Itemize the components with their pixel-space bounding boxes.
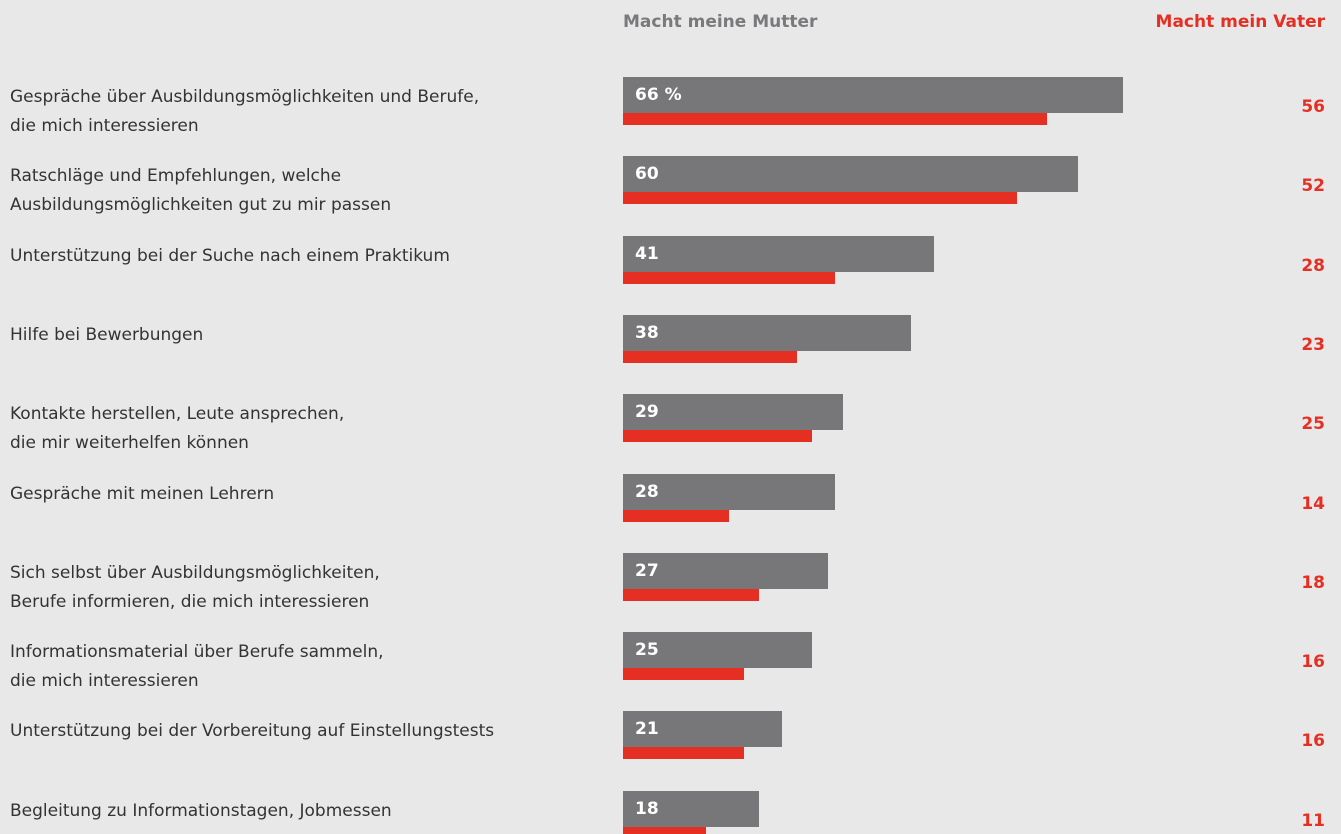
value-label-father: 52 bbox=[1301, 176, 1325, 197]
bar-father bbox=[623, 668, 745, 681]
category-label: Unterstützung bei der Suche nach einem P… bbox=[10, 245, 450, 266]
bar-father bbox=[623, 192, 1017, 205]
value-label-father: 25 bbox=[1301, 414, 1325, 435]
bar-mother bbox=[623, 711, 783, 748]
bar-mother bbox=[623, 473, 836, 510]
bar-father bbox=[623, 747, 745, 760]
category-label: Sich selbst über Ausbildungsmöglichkeite… bbox=[10, 562, 380, 612]
bar-mother bbox=[623, 77, 1124, 113]
category-label: Kontakte herstellen, Leute ansprechen, d… bbox=[10, 404, 345, 454]
value-label-father: 14 bbox=[1301, 493, 1325, 514]
bar-mother bbox=[623, 552, 828, 589]
bar-mother bbox=[623, 235, 934, 272]
bar-father bbox=[623, 350, 798, 363]
category-label: Begleitung zu Informationstagen, Jobmess… bbox=[10, 800, 392, 821]
bar-father bbox=[623, 430, 813, 443]
bar-father bbox=[623, 826, 707, 834]
value-label-mother: 41 bbox=[635, 243, 659, 264]
category-label: Unterstützung bei der Vorbereitung auf E… bbox=[10, 721, 495, 742]
value-label-father: 56 bbox=[1301, 97, 1325, 117]
value-label-mother: 29 bbox=[635, 402, 659, 423]
category-label: Informationsmaterial über Berufe sammeln… bbox=[10, 642, 384, 692]
value-label-mother: 25 bbox=[635, 640, 659, 661]
value-label-father: 28 bbox=[1301, 255, 1325, 276]
bar-father bbox=[623, 271, 836, 284]
value-label-mother: 18 bbox=[635, 798, 659, 819]
bar-mother bbox=[623, 314, 911, 351]
value-label-mother: 38 bbox=[635, 322, 659, 343]
value-label-father: 16 bbox=[1301, 652, 1325, 673]
bar-mother bbox=[623, 632, 813, 669]
value-label-father: 11 bbox=[1301, 810, 1325, 831]
bar-mother bbox=[623, 394, 843, 431]
bar-mother bbox=[623, 156, 1078, 193]
category-label: Ratschläge und Empfehlungen, welche Ausb… bbox=[10, 166, 392, 216]
value-label-father: 18 bbox=[1301, 572, 1325, 593]
value-label-mother: 21 bbox=[635, 719, 659, 740]
category-label: Gespräche über Ausbildungsmöglichkeiten … bbox=[10, 87, 480, 136]
bar-father bbox=[623, 509, 730, 522]
category-label: Hilfe bei Bewerbungen bbox=[10, 324, 204, 345]
value-label-mother: 28 bbox=[635, 481, 659, 502]
value-label-mother: 27 bbox=[635, 560, 659, 581]
bar-father bbox=[623, 588, 760, 601]
category-label: Gespräche mit meinen Lehrern bbox=[10, 483, 275, 504]
value-label-mother: 66 % bbox=[635, 85, 682, 105]
legend-father: Macht mein Vater bbox=[1155, 12, 1325, 32]
value-label-father: 16 bbox=[1301, 731, 1325, 752]
bar-father bbox=[623, 113, 1048, 125]
value-label-father: 23 bbox=[1301, 334, 1325, 355]
bar-mother bbox=[623, 790, 760, 827]
value-label-mother: 60 bbox=[635, 164, 659, 185]
legend-mother: Macht meine Mutter bbox=[623, 12, 818, 32]
